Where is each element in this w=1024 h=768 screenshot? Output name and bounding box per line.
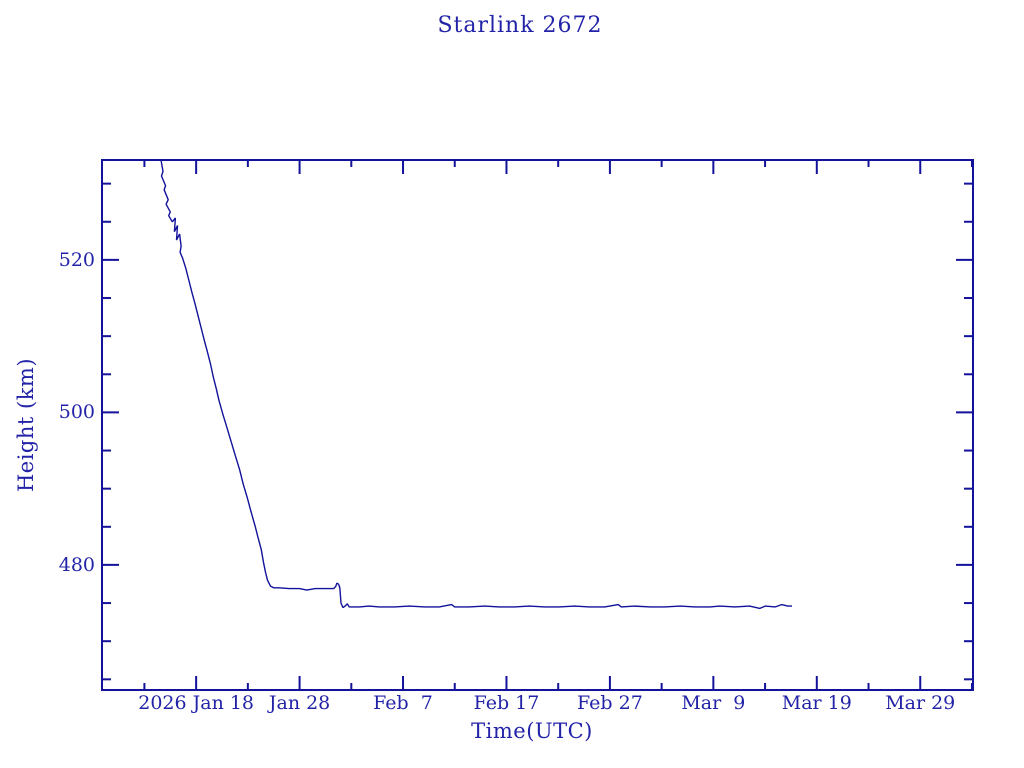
y-tick-label: 480	[58, 553, 95, 576]
x-tick-label: Mar 19	[781, 692, 852, 714]
y-tick-label: 500	[58, 401, 95, 424]
x-tick-label: Jan 28	[268, 692, 331, 714]
x-axis-label: Time(UTC)	[471, 719, 593, 743]
x-tick-label: Feb 17	[473, 692, 540, 714]
height-curve	[160, 159, 792, 610]
y-tick-label: 520	[58, 248, 95, 271]
x-tick-label: Feb 7	[373, 692, 433, 714]
x-tick-label: 2026 Jan 18	[138, 692, 255, 714]
x-tick-label: Mar 9	[681, 692, 746, 714]
x-tick-label: Mar 29	[885, 692, 956, 714]
x-tick-label: Feb 27	[577, 692, 643, 714]
chart-title: Starlink 2672	[437, 13, 603, 38]
y-axis-label: Height (km)	[14, 357, 38, 493]
plot-border	[101, 159, 974, 691]
